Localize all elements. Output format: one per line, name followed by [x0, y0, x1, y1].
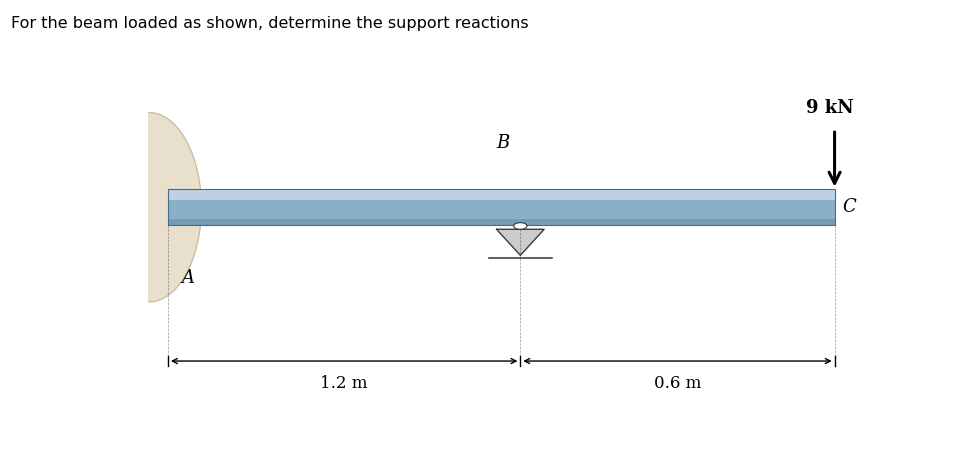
- Bar: [168, 189, 835, 200]
- Polygon shape: [497, 229, 544, 255]
- Text: 9 kN: 9 kN: [806, 99, 854, 117]
- Polygon shape: [149, 113, 202, 302]
- Bar: [168, 189, 835, 225]
- Bar: [168, 189, 835, 225]
- Text: For the beam loaded as shown, determine the support reactions: For the beam loaded as shown, determine …: [11, 16, 528, 30]
- Text: C: C: [842, 198, 856, 216]
- Text: 1.2 m: 1.2 m: [321, 375, 368, 392]
- Text: A: A: [181, 269, 195, 287]
- Circle shape: [514, 223, 527, 229]
- Text: 0.6 m: 0.6 m: [654, 375, 701, 392]
- Bar: [168, 218, 835, 225]
- Text: B: B: [497, 134, 510, 152]
